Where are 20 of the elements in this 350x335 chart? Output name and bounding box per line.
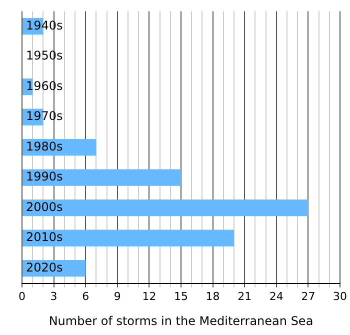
x-axis-title: Number of storms in the Mediterranean Sea xyxy=(48,314,314,328)
x-tick-label: 6 xyxy=(82,290,90,303)
x-tick-label: 27 xyxy=(301,290,316,303)
bar xyxy=(22,199,308,216)
x-tick-label: 24 xyxy=(269,290,284,303)
x-tick-label: 9 xyxy=(114,290,121,303)
x-tick-label: 3 xyxy=(50,290,58,303)
y-tick-label: 2000s xyxy=(26,200,63,214)
bar xyxy=(22,169,181,186)
y-tick-label: 2020s xyxy=(26,260,63,274)
x-tick-label: 12 xyxy=(142,290,156,303)
y-tick-label: 2010s xyxy=(26,230,63,244)
bar xyxy=(22,230,234,246)
x-tick-label: 15 xyxy=(174,290,188,303)
x-tick-label: 21 xyxy=(238,290,252,303)
x-tick-label: 18 xyxy=(206,290,220,303)
x-tick-label: 30 xyxy=(333,290,347,303)
x-tick-label: 0 xyxy=(18,290,26,303)
y-tick-label: 1990s xyxy=(26,170,63,184)
y-tick-label: 1980s xyxy=(26,139,63,154)
